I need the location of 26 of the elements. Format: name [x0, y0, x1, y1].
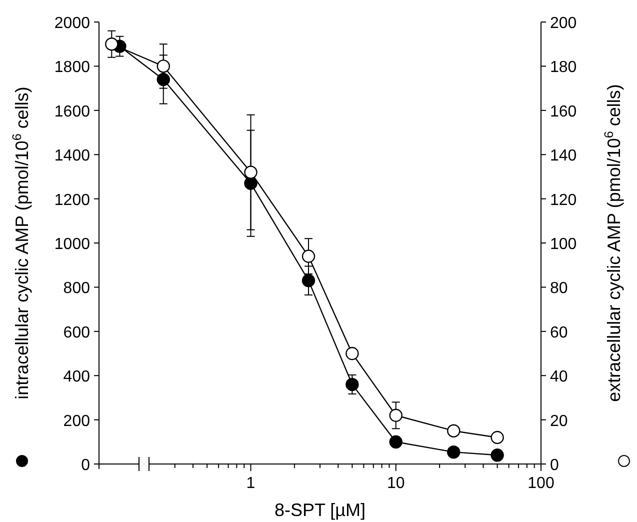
y-tick-label: 1600: [54, 103, 90, 120]
y-tick-label: 0: [81, 457, 90, 474]
y2-tick-label: 20: [550, 412, 568, 430]
y-tick-label: 1000: [54, 236, 90, 253]
y2-tick-label: 40: [550, 368, 568, 386]
y2-tick-label: 180: [550, 59, 577, 76]
y-tick-label: 800: [63, 280, 90, 298]
y-tick-label: 600: [63, 324, 90, 342]
x-axis-title: 8-SPT [µM]: [274, 500, 366, 520]
y2-tick-label: 60: [550, 324, 568, 342]
y2-tick-label: 140: [550, 148, 577, 165]
x-tick-label: 1: [246, 475, 256, 492]
y-tick-label: 200: [63, 412, 90, 430]
y2-tick-label: 200: [550, 15, 577, 32]
x-tick-label: 100: [528, 475, 554, 492]
y2-tick-label: 100: [550, 236, 577, 253]
x-tick-label: 10: [386, 475, 405, 492]
y-tick-label: 1400: [54, 148, 90, 165]
y2-tick-label: 160: [550, 103, 577, 120]
y2-tick-label: 80: [550, 280, 568, 298]
y-tick-label: 1200: [54, 192, 90, 209]
y2-tick-label: 0: [550, 457, 559, 474]
y-tick-label: 400: [63, 368, 90, 386]
y-tick-label: 2000: [54, 15, 90, 32]
y-tick-label: 1800: [54, 59, 90, 76]
y2-tick-label: 120: [550, 192, 577, 209]
